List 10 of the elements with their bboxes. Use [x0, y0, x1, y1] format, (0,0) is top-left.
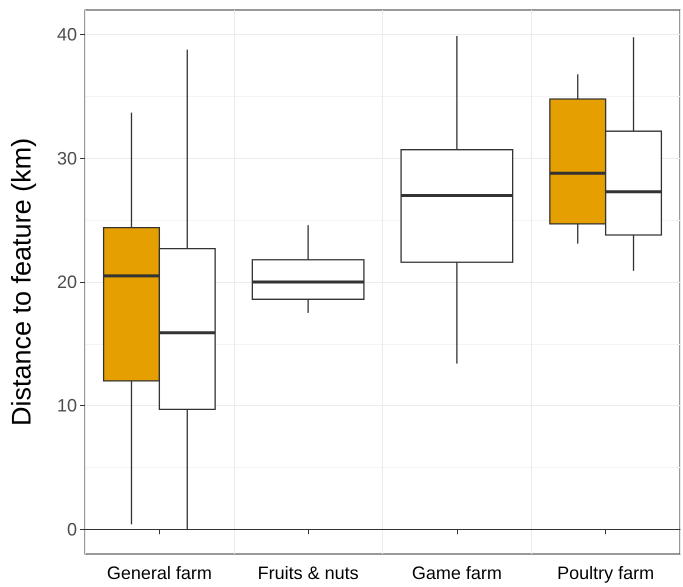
x-tick-label: Game farm: [412, 563, 502, 583]
y-axis-title: Distance to feature (km): [6, 138, 36, 426]
y-tick-label: 0: [66, 519, 77, 540]
x-tick-label: General farm: [106, 563, 212, 583]
y-tick-label: 20: [56, 272, 77, 292]
y-tick-label: 10: [56, 396, 77, 416]
x-tick-label: Poultry farm: [557, 563, 654, 583]
y-tick-label: 30: [56, 148, 77, 168]
y-tick-label: 40: [56, 24, 77, 45]
x-tick-label: Fruits & nuts: [258, 563, 359, 583]
